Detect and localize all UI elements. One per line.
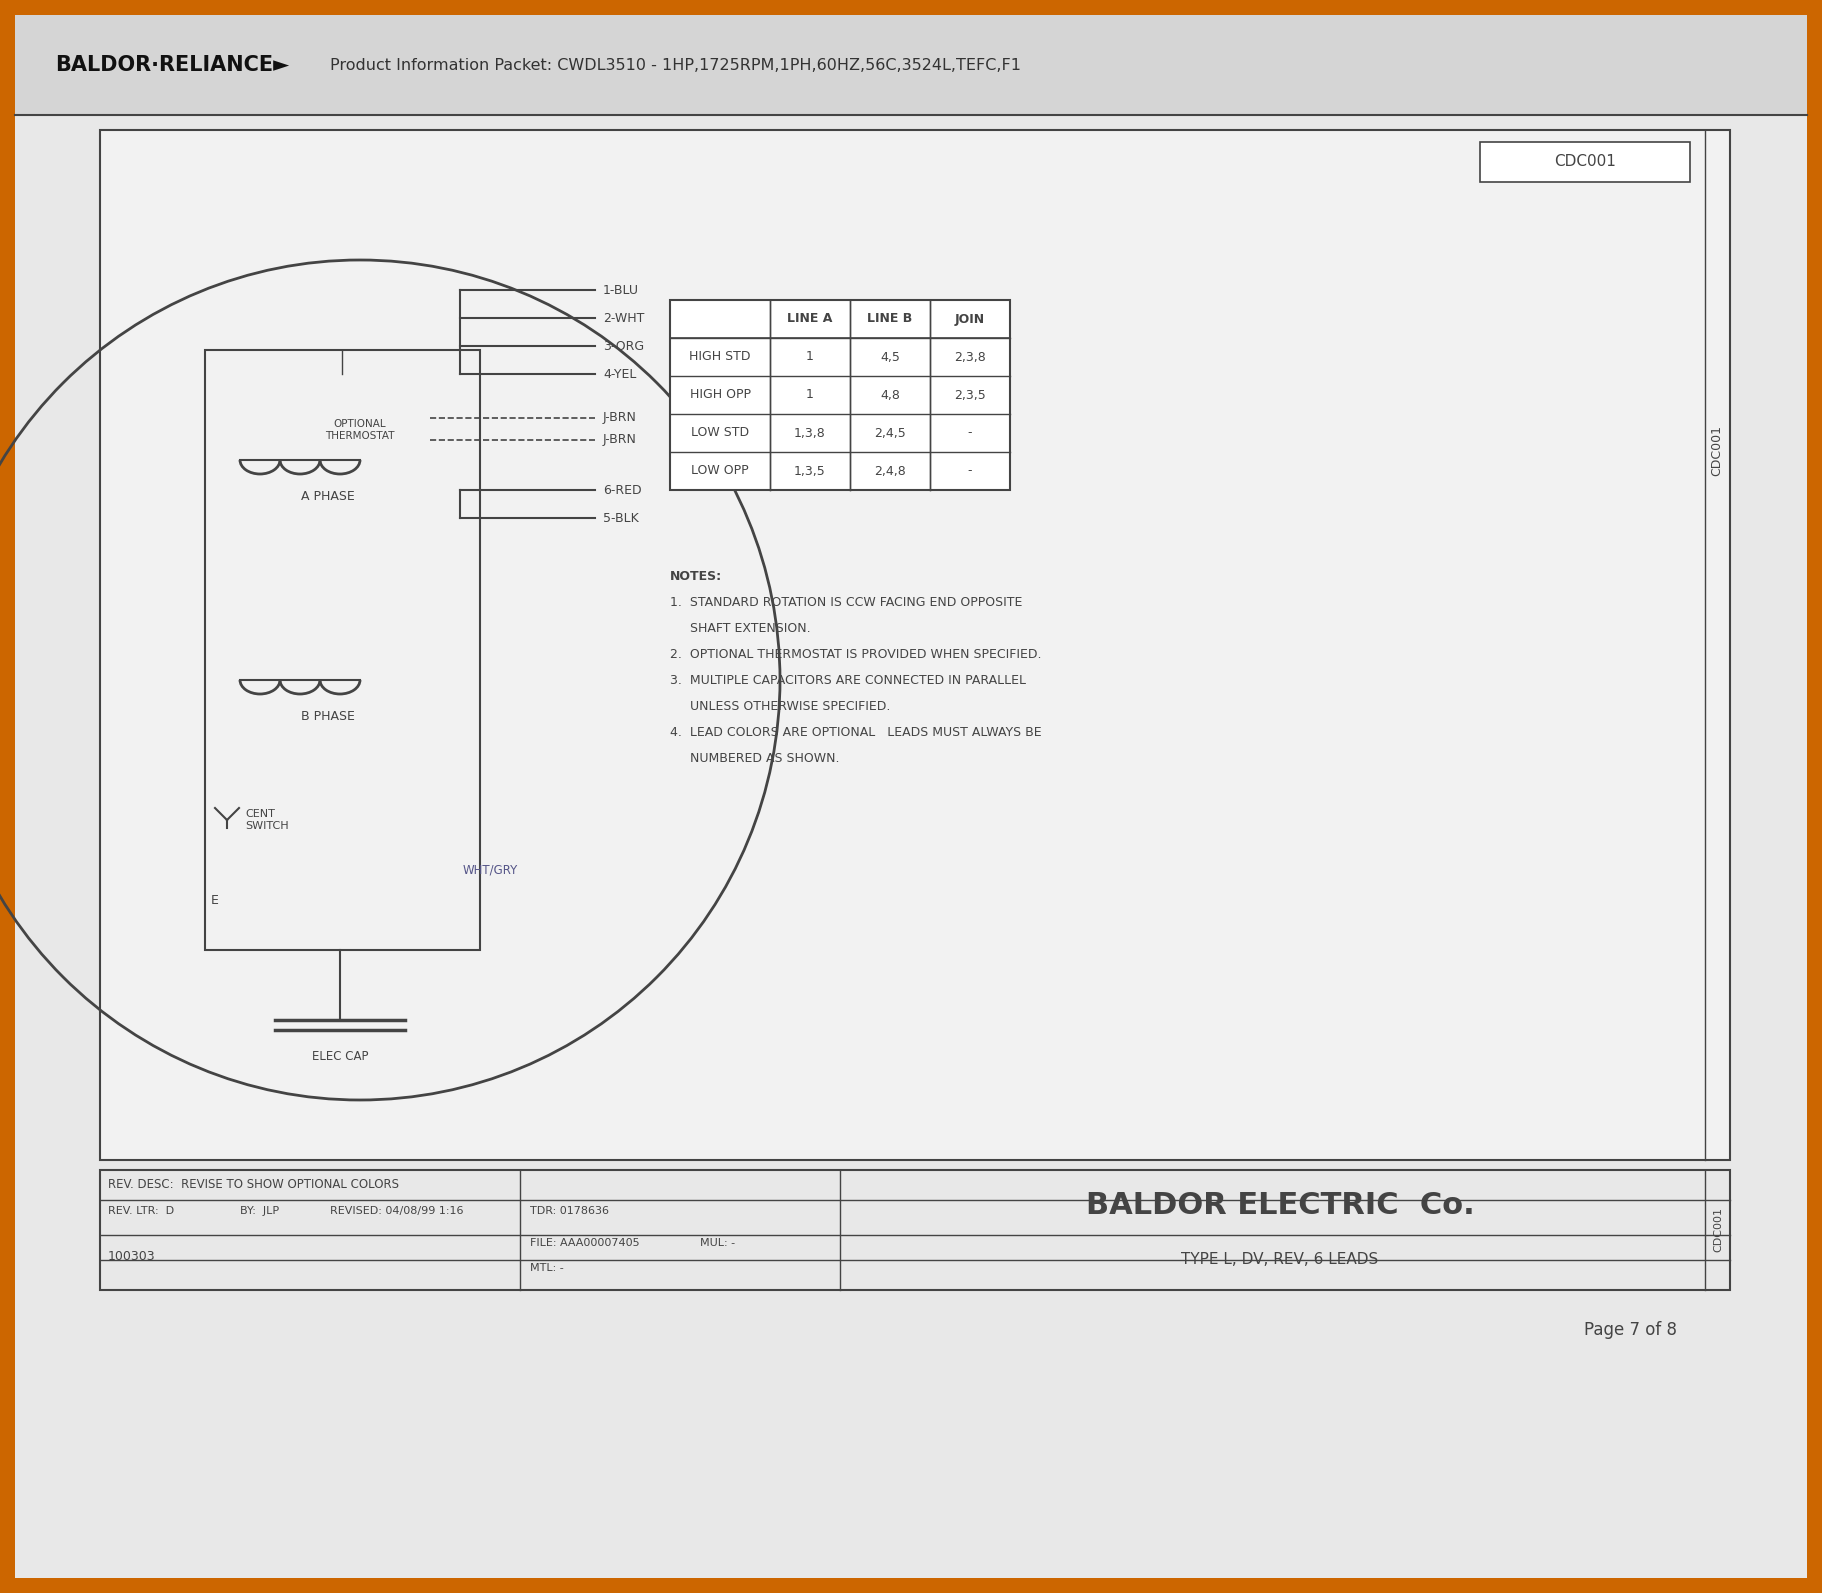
Text: 1,3,5: 1,3,5 — [794, 465, 825, 478]
Text: OPTIONAL
THERMOSTAT: OPTIONAL THERMOSTAT — [326, 419, 395, 441]
Text: 3.  MULTIPLE CAPACITORS ARE CONNECTED IN PARALLEL: 3. MULTIPLE CAPACITORS ARE CONNECTED IN … — [670, 674, 1026, 687]
Text: LINE A: LINE A — [787, 312, 833, 325]
Text: WHT/GRY: WHT/GRY — [463, 863, 517, 876]
Text: TDR: 0178636: TDR: 0178636 — [530, 1206, 609, 1215]
Text: HIGH STD: HIGH STD — [689, 350, 751, 363]
Text: REVISED: 04/08/99 1:16: REVISED: 04/08/99 1:16 — [330, 1206, 463, 1215]
Text: 4-YEL: 4-YEL — [603, 368, 636, 381]
Text: Product Information Packet: CWDL3510 - 1HP,1725RPM,1PH,60HZ,56C,3524L,TEFC,F1: Product Information Packet: CWDL3510 - 1… — [330, 57, 1020, 73]
Text: 2-WHT: 2-WHT — [603, 312, 645, 325]
Text: MTL: -: MTL: - — [530, 1263, 563, 1273]
Bar — [670, 299, 1009, 491]
Text: E: E — [211, 894, 219, 906]
Text: 1-BLU: 1-BLU — [603, 284, 640, 296]
Text: 1.  STANDARD ROTATION IS CCW FACING END OPPOSITE: 1. STANDARD ROTATION IS CCW FACING END O… — [670, 596, 1022, 609]
Text: J-BRN: J-BRN — [603, 411, 638, 424]
Text: LOW OPP: LOW OPP — [691, 465, 749, 478]
Text: -: - — [967, 427, 973, 440]
Text: BY:  JLP: BY: JLP — [241, 1206, 279, 1215]
Text: CDC001: CDC001 — [1554, 155, 1616, 169]
Text: 2,3,5: 2,3,5 — [955, 389, 986, 401]
Bar — [100, 1169, 1731, 1290]
Text: NUMBERED AS SHOWN.: NUMBERED AS SHOWN. — [670, 752, 840, 765]
Text: J-BRN: J-BRN — [603, 433, 638, 446]
Text: 1,3,8: 1,3,8 — [794, 427, 825, 440]
Text: SHAFT EXTENSION.: SHAFT EXTENSION. — [670, 621, 811, 636]
Text: 2,4,5: 2,4,5 — [875, 427, 906, 440]
Text: 6-RED: 6-RED — [603, 484, 641, 497]
Text: B PHASE: B PHASE — [301, 710, 355, 723]
Text: 1: 1 — [805, 350, 814, 363]
Text: 4.  LEAD COLORS ARE OPTIONAL   LEADS MUST ALWAYS BE: 4. LEAD COLORS ARE OPTIONAL LEADS MUST A… — [670, 726, 1042, 739]
Text: BALDOR·RELIANCE►: BALDOR·RELIANCE► — [55, 56, 290, 75]
Text: CDC001: CDC001 — [1711, 424, 1724, 475]
Text: 100303: 100303 — [107, 1251, 155, 1263]
Text: 2,4,8: 2,4,8 — [875, 465, 906, 478]
Text: BALDOR ELECTRIC  Co.: BALDOR ELECTRIC Co. — [1086, 1190, 1474, 1220]
Text: LOW STD: LOW STD — [691, 427, 749, 440]
Bar — [15, 14, 1807, 115]
Bar — [1479, 142, 1691, 182]
Text: LINE B: LINE B — [867, 312, 913, 325]
Text: REV. LTR:  D: REV. LTR: D — [107, 1206, 175, 1215]
Text: Page 7 of 8: Page 7 of 8 — [1583, 1321, 1676, 1340]
Text: NOTES:: NOTES: — [670, 570, 722, 583]
Text: CENT
SWITCH: CENT SWITCH — [244, 809, 288, 832]
Text: MUL: -: MUL: - — [700, 1238, 734, 1247]
Text: 2.  OPTIONAL THERMOSTAT IS PROVIDED WHEN SPECIFIED.: 2. OPTIONAL THERMOSTAT IS PROVIDED WHEN … — [670, 648, 1042, 661]
Text: UNLESS OTHERWISE SPECIFIED.: UNLESS OTHERWISE SPECIFIED. — [670, 699, 891, 714]
Text: ELEC CAP: ELEC CAP — [312, 1050, 368, 1063]
Text: 5-BLK: 5-BLK — [603, 511, 640, 524]
Text: HIGH OPP: HIGH OPP — [689, 389, 751, 401]
Text: 2,3,8: 2,3,8 — [955, 350, 986, 363]
Text: 3-ORG: 3-ORG — [603, 339, 645, 352]
Text: -: - — [967, 465, 973, 478]
Bar — [100, 131, 1731, 1160]
Text: TYPE L, DV, REV, 6 LEADS: TYPE L, DV, REV, 6 LEADS — [1181, 1252, 1379, 1268]
Text: FILE: AAA00007405: FILE: AAA00007405 — [530, 1238, 640, 1247]
Text: 1: 1 — [805, 389, 814, 401]
Text: REV. DESC:  REVISE TO SHOW OPTIONAL COLORS: REV. DESC: REVISE TO SHOW OPTIONAL COLOR… — [107, 1177, 399, 1192]
Bar — [206, 350, 479, 949]
Text: A PHASE: A PHASE — [301, 491, 353, 503]
Text: CDC001: CDC001 — [1713, 1207, 1724, 1252]
Text: JOIN: JOIN — [955, 312, 986, 325]
Text: 4,5: 4,5 — [880, 350, 900, 363]
Text: 4,8: 4,8 — [880, 389, 900, 401]
